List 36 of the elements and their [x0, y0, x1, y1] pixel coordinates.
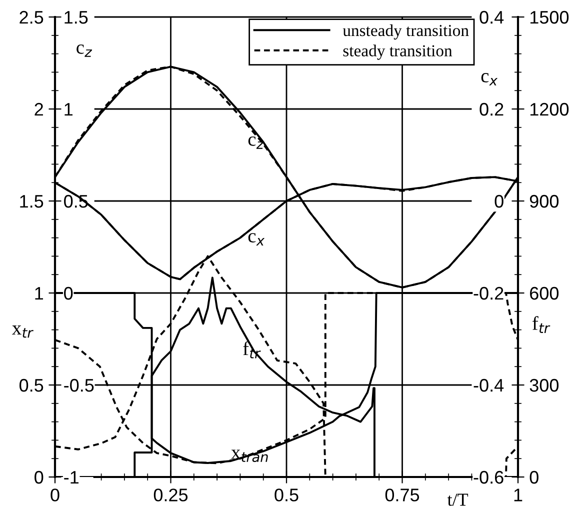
y-tick-label: 1	[35, 287, 44, 300]
y-tick-label: 2	[34, 102, 43, 116]
y2-tick-label: 1500	[530, 10, 569, 24]
legend-label: steady transition	[343, 44, 452, 60]
y2-tick-label: 0.4	[480, 10, 504, 24]
annotation: c$_{x}$	[248, 233, 265, 246]
x-tick-label: 0.75	[385, 488, 420, 502]
y2-tick-label: -0.4	[474, 378, 504, 392]
y2-axis-title: f$_{tr}$	[532, 316, 550, 333]
y2-tick-label: -0.6	[474, 470, 504, 484]
y-tick-label: 1.5	[64, 11, 88, 24]
y-tick-label: 0	[64, 286, 73, 300]
y-axis-title: x$_{tr}$	[12, 326, 34, 338]
y2-tick-label: -0.2	[474, 286, 504, 300]
y2-tick-label: 0	[494, 194, 504, 208]
legend-label: unsteady transition	[342, 24, 469, 40]
x-tick-label: 0	[50, 488, 60, 502]
y-tick-label: 2.5	[20, 10, 44, 24]
y2-tick-label: 300	[530, 378, 559, 392]
y-tick-label: 1.5	[20, 195, 44, 208]
y-axis-title: c$_{z}$	[76, 44, 92, 57]
y2-axis-title: c$_{x}$	[481, 73, 498, 86]
y2-tick-label: 900	[530, 194, 559, 208]
y-tick-label: 0.5	[19, 378, 44, 392]
x-tick-label: 0.5	[274, 488, 298, 502]
y-tick-label: 1	[64, 103, 72, 116]
y2-tick-label: 0	[530, 470, 538, 484]
x-tick-label: 0.25	[154, 488, 188, 502]
y2-tick-label: 600	[530, 286, 559, 300]
y-tick-label: -0.5	[64, 378, 94, 392]
y-tick-label: 0	[34, 470, 44, 484]
y2-tick-label: 0.2	[480, 102, 504, 116]
x-tick-label: 1	[514, 488, 522, 502]
x-axis-title: t/T	[447, 494, 468, 506]
y2-tick-label: 1200	[530, 102, 569, 116]
y-tick-label: -1	[64, 471, 79, 484]
